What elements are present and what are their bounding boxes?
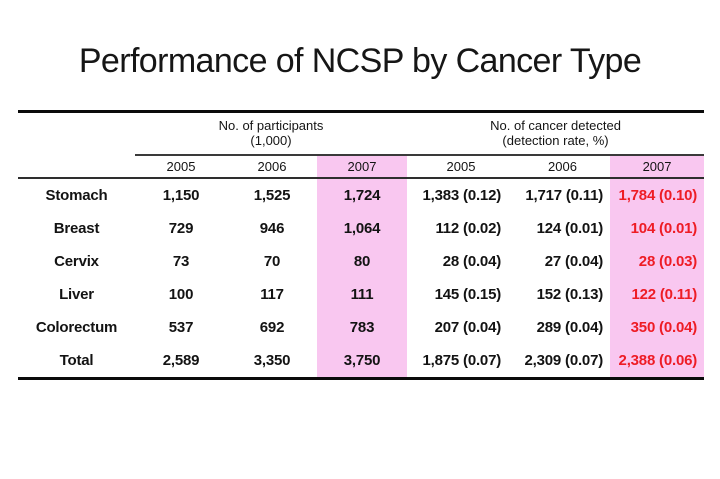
- year-blank-cell: [18, 155, 135, 179]
- slide-title: Performance of NCSP by Cancer Type: [78, 42, 642, 80]
- row-label-cell: Colorectum: [35, 319, 118, 336]
- participants-cell: 70: [263, 253, 281, 270]
- participants-cell-highlight: 3,750: [317, 344, 408, 379]
- row-label-cell: Liver: [59, 286, 94, 303]
- detected-cell: 27 (0.04): [544, 253, 604, 270]
- year-participants-2006: 2006: [227, 155, 317, 179]
- year-detected-2005: 2005: [407, 155, 516, 179]
- participants-cell: 729: [168, 220, 194, 237]
- participants-cell: 537: [168, 319, 194, 336]
- year-header-row: 2005 2006 2007 2005 2006 2007: [18, 155, 705, 179]
- participants-cell-highlight: 1,064: [317, 212, 408, 245]
- participants-group-header-line1: No. of participants: [218, 118, 324, 133]
- corner-blank-cell: [18, 112, 135, 156]
- performance-table: No. of participants (1,000) No. of cance…: [18, 110, 705, 380]
- participants-cell: 1,150: [162, 187, 200, 204]
- row-label-cell: Cervix: [54, 253, 99, 270]
- participants-cell: 946: [259, 220, 285, 237]
- detected-cell-highlight: 1,784 (0.10): [610, 178, 705, 212]
- participants-cell: 100: [168, 286, 194, 303]
- detected-cell-highlight: 350 (0.04): [610, 311, 705, 344]
- row-label-cell: Stomach: [45, 187, 108, 204]
- participants-cell: 73: [172, 253, 190, 270]
- participants-group-header: No. of participants (1,000): [135, 111, 408, 156]
- group-header-row: No. of participants (1,000) No. of cance…: [18, 111, 705, 156]
- detected-cell-highlight: 104 (0.01): [610, 212, 705, 245]
- participants-cell: 692: [259, 319, 285, 336]
- detected-cell-highlight: 2,388 (0.06): [610, 344, 705, 379]
- detected-cell: 1,875 (0.07): [422, 352, 502, 369]
- detected-cell: 207 (0.04): [434, 319, 502, 336]
- participants-group-header-line2: (1,000): [250, 133, 292, 148]
- year-participants-2005: 2005: [135, 155, 227, 179]
- detected-cell: 2,309 (0.07): [524, 352, 604, 369]
- detected-cell: 1,717 (0.11): [525, 187, 604, 204]
- table-row-total: Total 2,589 3,350 3,750 1,875 (0.07) 2,3…: [18, 344, 705, 379]
- detected-cell-highlight: 28 (0.03): [610, 245, 705, 278]
- participants-cell: 3,350: [253, 352, 291, 369]
- participants-cell-highlight: 111: [317, 278, 408, 311]
- table-row-breast: Breast 729 946 1,064 112 (0.02) 124 (0.0…: [18, 212, 705, 245]
- participants-cell-highlight: 1,724: [317, 178, 408, 212]
- detected-cell: 145 (0.15): [434, 286, 502, 303]
- participants-cell: 1,525: [253, 187, 291, 204]
- detected-group-header-line1: No. of cancer detected: [490, 118, 621, 133]
- year-detected-2007: 2007: [610, 155, 705, 179]
- participants-cell: 2,589: [162, 352, 200, 369]
- detected-cell: 124 (0.01): [536, 220, 604, 237]
- detected-group-header: No. of cancer detected (detection rate, …: [407, 111, 705, 156]
- detected-cell: 28 (0.04): [442, 253, 502, 270]
- detected-cell-highlight: 122 (0.11): [610, 278, 705, 311]
- year-participants-2007: 2007: [317, 155, 408, 179]
- detected-cell: 112 (0.02): [435, 220, 502, 237]
- table-row-liver: Liver 100 117 111 145 (0.15) 152 (0.13) …: [18, 278, 705, 311]
- participants-cell-highlight: 80: [317, 245, 408, 278]
- year-detected-2006: 2006: [515, 155, 611, 179]
- detected-cell: 1,383 (0.12): [422, 187, 502, 204]
- participants-cell-highlight: 783: [317, 311, 408, 344]
- table-row-cervix: Cervix 73 70 80 28 (0.04) 27 (0.04) 28 (…: [18, 245, 705, 278]
- row-label-cell: Breast: [53, 220, 100, 237]
- participants-cell: 117: [260, 286, 284, 303]
- table-row-stomach: Stomach 1,150 1,525 1,724 1,383 (0.12) 1…: [18, 178, 705, 212]
- detected-cell: 289 (0.04): [536, 319, 604, 336]
- detected-group-header-line2: (detection rate, %): [502, 133, 609, 148]
- table-row-colorectum: Colorectum 537 692 783 207 (0.04) 289 (0…: [18, 311, 705, 344]
- row-label-cell: Total: [59, 352, 94, 369]
- detected-cell: 152 (0.13): [536, 286, 604, 303]
